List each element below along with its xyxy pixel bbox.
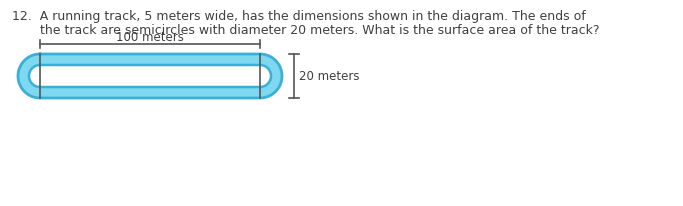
Text: 12.  A running track, 5 meters wide, has the dimensions shown in the diagram. Th: 12. A running track, 5 meters wide, has … <box>12 10 586 23</box>
Text: 20 meters: 20 meters <box>299 70 359 83</box>
Polygon shape <box>18 55 282 98</box>
Text: the track are semicircles with diameter 20 meters. What is the surface area of t: the track are semicircles with diameter … <box>12 24 600 37</box>
Text: 100 meters: 100 meters <box>116 31 184 44</box>
Polygon shape <box>29 66 271 88</box>
